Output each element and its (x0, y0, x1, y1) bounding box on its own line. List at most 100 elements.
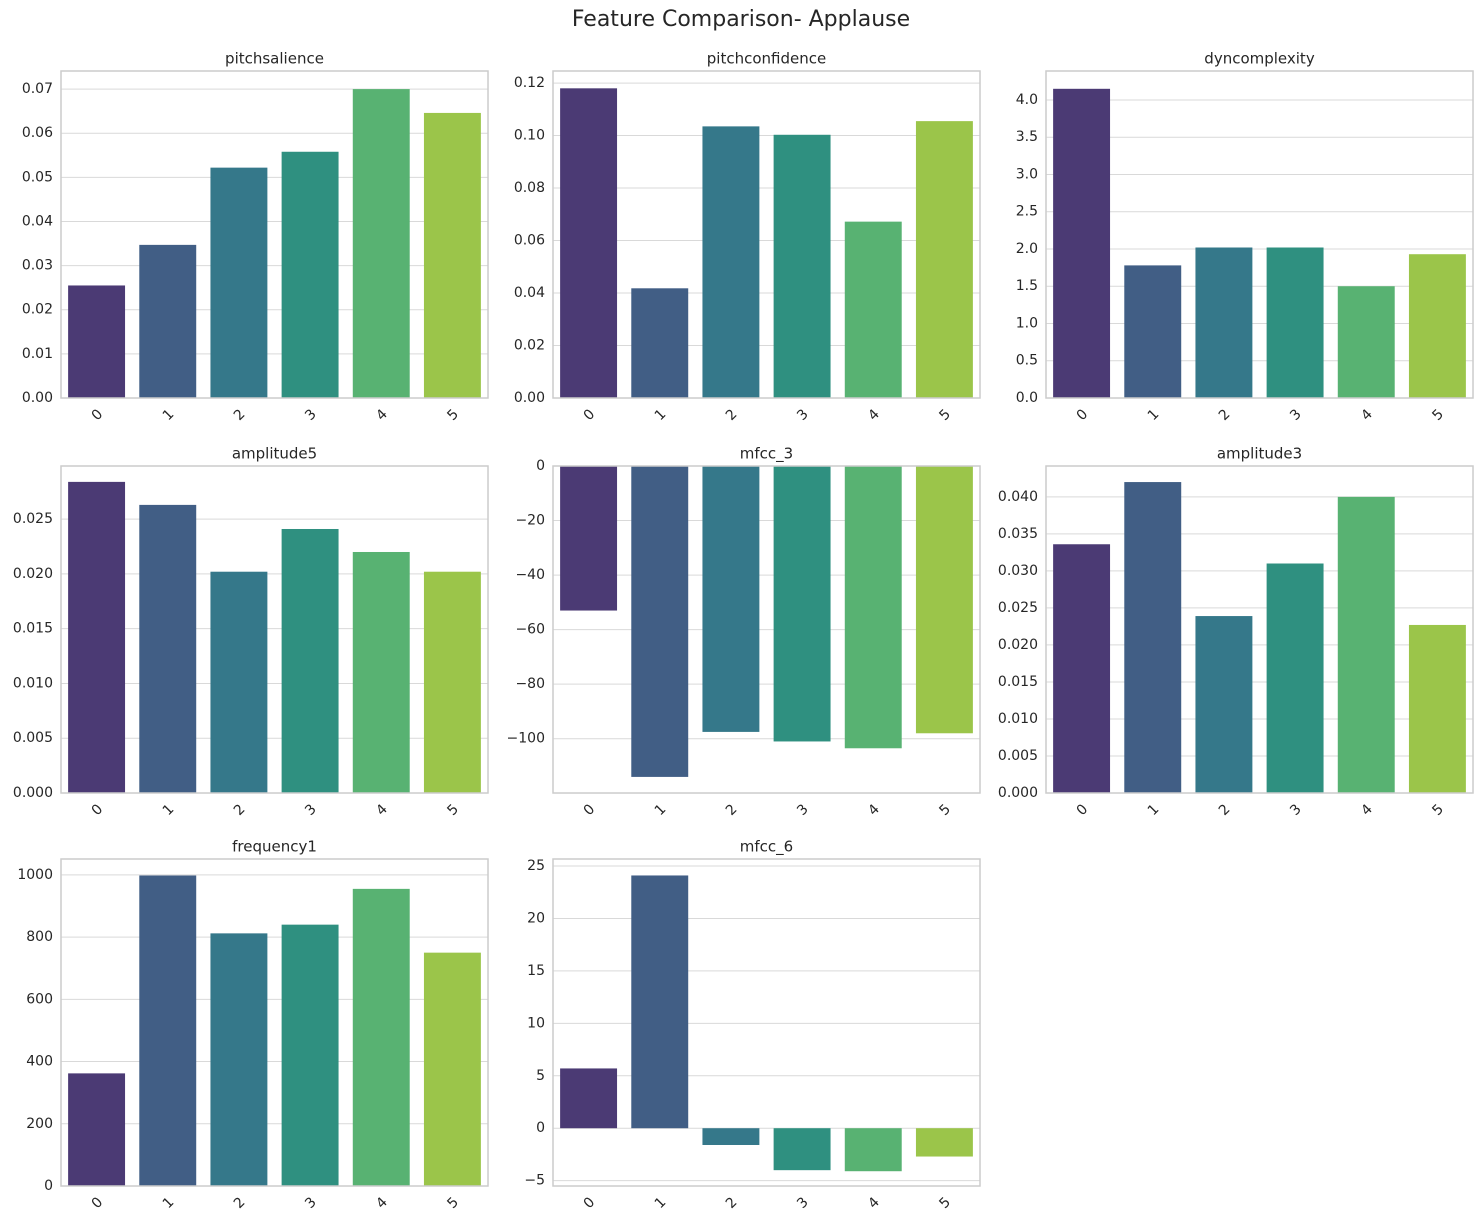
x-tick-label: 3 (794, 1194, 812, 1212)
bar (631, 466, 689, 777)
y-tick-label: 0.05 (22, 169, 53, 185)
y-tick-label: 0.06 (514, 233, 545, 249)
x-tick-label: 0 (581, 1194, 599, 1212)
x-tick-label: 5 (936, 1194, 954, 1212)
x-tick-label: 3 (302, 1194, 320, 1212)
y-tick-label: 0.020 (13, 566, 53, 582)
subplot: amplitude3 0.000 0.005 0.010 0.015 0.020 0.025… (998, 445, 1474, 819)
x-tick-label: 5 (444, 406, 462, 424)
y-tick-label: 0.005 (13, 730, 53, 746)
bar (139, 875, 197, 1186)
bar (702, 1128, 760, 1145)
y-tick-label: 0.04 (22, 213, 53, 229)
x-tick-label: 1 (160, 801, 178, 819)
bar (1053, 544, 1111, 793)
y-tick-label: −80 (515, 676, 545, 692)
x-tick-label: 5 (936, 801, 954, 819)
y-tick-label: 1000 (17, 867, 53, 883)
y-tick-label: 1.0 (1016, 315, 1038, 331)
y-tick-label: 200 (26, 1116, 53, 1132)
x-tick-label: 4 (865, 1194, 883, 1212)
y-tick-label: 0 (536, 1120, 545, 1136)
bar (702, 126, 760, 398)
subplot: amplitude5 0.000 0.005 0.010 0.015 0.020 0.025… (13, 445, 489, 819)
x-tick-label: 4 (373, 406, 391, 424)
y-tick-label: 0.12 (514, 75, 545, 91)
axes-frame (60, 858, 489, 1187)
subplot-title: mfcc_6 (740, 838, 793, 857)
bar (915, 466, 973, 734)
bar (844, 1128, 902, 1172)
bar (915, 121, 973, 398)
y-tick-label: 0 (44, 1178, 53, 1194)
y-tick-label: 0.02 (22, 302, 53, 318)
bar (210, 167, 268, 398)
bar (560, 1068, 618, 1129)
bar (352, 551, 410, 793)
axes-frame (1045, 70, 1474, 399)
bar (210, 571, 268, 793)
y-tick-label: 4.0 (1016, 92, 1038, 108)
y-tick-label: 0.03 (22, 258, 53, 274)
x-tick-label: 2 (231, 1194, 249, 1212)
y-tick-label: 15 (527, 963, 545, 979)
bar (1053, 88, 1111, 398)
x-tick-label: 4 (373, 1194, 391, 1212)
bar (139, 504, 197, 793)
subplot: dyncomplexity 0.0 0.5 1.0 1.5 2.0 2.5 3.0 3.5 4.0… (1016, 50, 1474, 424)
x-tick-label: 1 (1145, 406, 1163, 424)
x-tick-label: 3 (1287, 406, 1305, 424)
bar (702, 466, 760, 732)
y-tick-label: 0.00 (514, 390, 545, 406)
bar (139, 244, 197, 398)
x-tick-label: 5 (1429, 406, 1447, 424)
x-tick-label: 4 (865, 406, 883, 424)
x-tick-label: 2 (231, 406, 249, 424)
y-tick-label: 1.5 (1016, 278, 1038, 294)
y-tick-label: 400 (26, 1054, 53, 1070)
y-tick-label: 600 (26, 991, 53, 1007)
x-tick-label: 0 (89, 801, 107, 819)
y-tick-label: −40 (515, 567, 545, 583)
y-tick-label: 0.08 (514, 180, 545, 196)
y-tick-label: 0.030 (998, 563, 1038, 579)
y-tick-label: −5 (524, 1173, 545, 1189)
y-tick-label: 0.06 (22, 125, 53, 141)
y-tick-label: 0.01 (22, 346, 53, 362)
y-tick-label: 800 (26, 929, 53, 945)
bar (68, 481, 126, 793)
x-tick-label: 4 (1358, 406, 1376, 424)
x-tick-label: 3 (302, 801, 320, 819)
x-tick-label: 5 (936, 406, 954, 424)
x-tick-label: 2 (723, 801, 741, 819)
y-tick-label: 2.0 (1016, 241, 1038, 257)
bar (915, 1128, 973, 1157)
bar (1408, 624, 1466, 793)
x-tick-label: 4 (373, 801, 391, 819)
subplot-title: mfcc_3 (740, 445, 793, 464)
x-tick-label: 2 (1216, 801, 1234, 819)
y-tick-label: 25 (527, 858, 545, 874)
bar (631, 288, 689, 398)
subplot-title: frequency1 (232, 838, 317, 856)
axes-frame (552, 70, 981, 399)
y-tick-label: 0.00 (22, 390, 53, 406)
bar (560, 88, 618, 398)
x-tick-label: 1 (1145, 801, 1163, 819)
subplot-title: dyncomplexity (1204, 50, 1315, 68)
bar (68, 1073, 126, 1186)
y-tick-label: −20 (515, 513, 545, 529)
y-tick-label: 3.0 (1016, 166, 1038, 182)
bar (1337, 496, 1395, 793)
figure-title: Feature Comparison- Applause (572, 7, 910, 32)
subplot-title: amplitude5 (232, 445, 317, 463)
y-tick-label: 0.015 (998, 674, 1038, 690)
x-tick-label: 2 (723, 406, 741, 424)
x-tick-label: 5 (1429, 801, 1447, 819)
y-tick-label: 0.025 (13, 511, 53, 527)
x-tick-label: 4 (865, 801, 883, 819)
x-tick-label: 2 (231, 801, 249, 819)
x-tick-label: 0 (89, 406, 107, 424)
axes-frame (60, 70, 489, 399)
x-tick-label: 1 (160, 406, 178, 424)
